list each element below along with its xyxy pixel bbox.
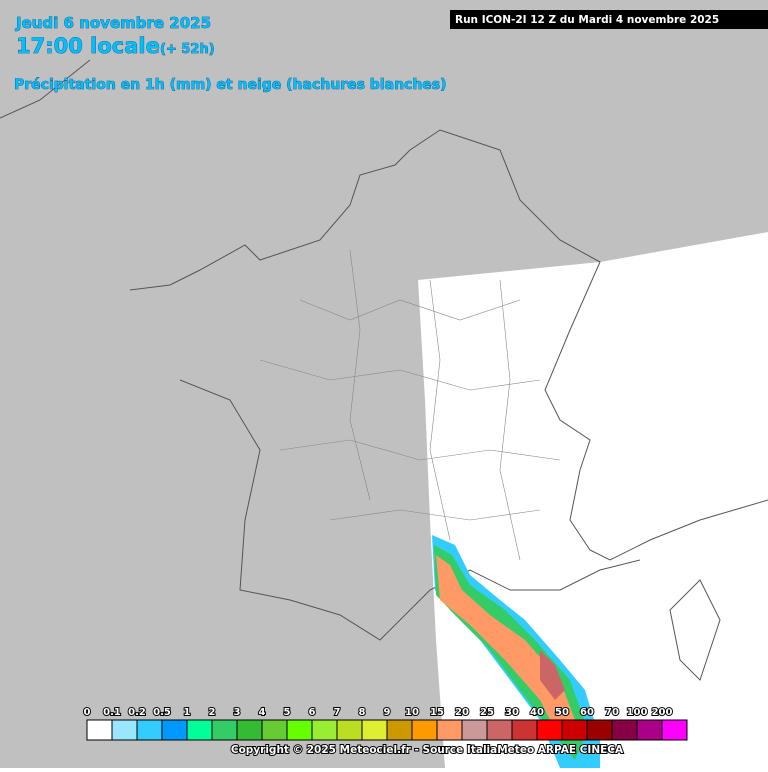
legend-label: 2 (209, 707, 216, 718)
legend-label: 70 (605, 707, 619, 718)
run-label: Run ICON-2I 12 Z du Mardi 4 novembre 202… (455, 14, 719, 26)
legend-swatch (136, 719, 163, 741)
legend-swatch (86, 719, 113, 741)
legend-label: 25 (480, 707, 494, 718)
run-box (450, 10, 768, 29)
legend-swatch (361, 719, 388, 741)
subtitle: Précipitation en 1h (mm) et neige (hachu… (14, 77, 447, 93)
legend-swatch (111, 719, 138, 741)
legend-label: 6 (309, 707, 316, 718)
legend-label: 5 (284, 707, 291, 718)
legend-swatch (511, 719, 538, 741)
legend-label: 0.2 (128, 707, 146, 718)
coastline (0, 59, 768, 681)
legend-label: 0.5 (153, 707, 171, 718)
legend-label: 0 (84, 707, 91, 718)
legend-swatch (336, 719, 363, 741)
precip-heavy (436, 555, 575, 740)
legend-swatch (436, 719, 463, 741)
legend-label: 50 (555, 707, 569, 718)
legend-swatch (636, 719, 663, 741)
legend-swatch (611, 719, 638, 741)
legend-label: 30 (505, 707, 519, 718)
legend-swatch (286, 719, 313, 741)
legend-swatch (236, 719, 263, 741)
legend-swatch (211, 719, 238, 741)
model-domain (418, 232, 768, 768)
legend-swatch (186, 719, 213, 741)
legend-label: 60 (580, 707, 594, 718)
legend-swatch (161, 719, 188, 741)
legend-swatch (311, 719, 338, 741)
time: 17:00 locale (16, 34, 160, 58)
legend-swatch (461, 719, 488, 741)
legend-label: 7 (334, 707, 341, 718)
legend-swatch (561, 719, 588, 741)
legend-swatch (261, 719, 288, 741)
legend-label: 4 (259, 707, 266, 718)
legend-swatch (486, 719, 513, 741)
legend-swatch (661, 719, 688, 741)
departments (259, 249, 561, 561)
legend-label: 20 (455, 707, 469, 718)
legend-swatch (386, 719, 413, 741)
lead-time: (+ 52h) (160, 42, 215, 57)
legend-label: 3 (234, 707, 241, 718)
legend-label: 1 (184, 707, 191, 718)
legend-label: 9 (384, 707, 391, 718)
legend-label: 200 (652, 707, 673, 718)
legend-swatch (586, 719, 613, 741)
legend: 0 0.1 0.2 0.5 1 2 3 4 5 6 7 8 9 10 15 20 25 30 40 50 60 70 100… (83, 706, 688, 741)
legend-label: 0.1 (103, 707, 121, 718)
date: Jeudi 6 novembre 2025 (15, 14, 211, 32)
legend-swatch (411, 719, 438, 741)
legend-label: 100 (627, 707, 648, 718)
legend-label: 15 (430, 707, 444, 718)
legend-swatch (536, 719, 563, 741)
legend-label: 40 (530, 707, 544, 718)
copyright: Copyright © 2025 Meteociel.fr - Source I… (231, 744, 624, 756)
legend-label: 8 (359, 707, 366, 718)
precip-intense (540, 650, 565, 700)
legend-label: 10 (405, 707, 419, 718)
